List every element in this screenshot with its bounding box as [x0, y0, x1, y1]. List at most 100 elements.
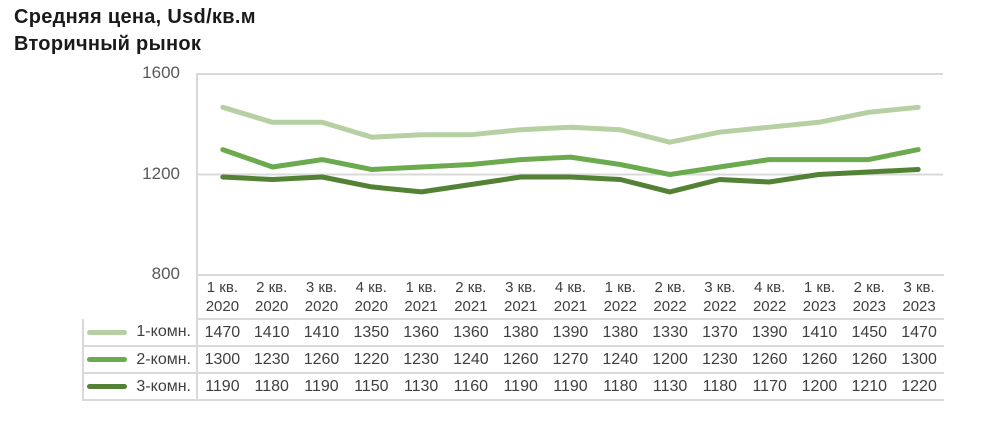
quarter-header-cell: 2 кв. 2020: [246, 274, 297, 320]
value-cell: 1230: [396, 346, 446, 374]
value-cell: 1190: [296, 373, 347, 401]
quarter-header-cell: 4 кв. 2021: [545, 274, 596, 320]
value-cell: 1180: [694, 373, 745, 401]
value-cell: 1300: [894, 346, 944, 374]
legend-label: 1-комн.: [136, 323, 191, 340]
quarter-header-cell: 4 кв. 2022: [744, 274, 795, 320]
quarter-label: 4 кв.: [754, 279, 786, 296]
quarter-label: 1 кв.: [405, 279, 437, 296]
plot-area: [196, 73, 943, 274]
legend-entry: 1-комн.: [85, 323, 196, 341]
legend-label: 2-комн.: [136, 350, 191, 368]
quarter-label: 2 кв.: [455, 279, 487, 296]
year-label: 2022: [603, 298, 637, 315]
year-label: 2021: [404, 298, 438, 315]
value-cell: 1230: [246, 346, 297, 374]
quarter-label: 4 кв.: [554, 279, 587, 296]
quarter-header-cell: 4 кв. 2020: [346, 274, 397, 320]
table-corner-cell: [83, 275, 197, 319]
value-cell: 1470: [196, 319, 247, 347]
year-label: 2023: [802, 298, 837, 315]
value-cell: 1360: [445, 319, 496, 347]
series-line-3: [220, 167, 921, 195]
quarter-label: 2 кв.: [256, 279, 288, 296]
value-cell: 1150: [346, 373, 397, 401]
value-cell: 1180: [595, 373, 646, 401]
value-cell: 1220: [894, 373, 944, 401]
value-cell: 1160: [445, 373, 496, 401]
quarter-label: 3 кв.: [305, 279, 338, 296]
value-cell: 1470: [894, 319, 944, 347]
legend-entry: 3-комн.: [85, 377, 196, 396]
quarter-header-cell: 3 кв. 2020: [296, 274, 347, 320]
legend-line-swatch: [87, 384, 127, 389]
value-cell: 1240: [445, 346, 496, 374]
chart-title-line1: Средняя цена, Usd/кв.м: [14, 6, 256, 28]
y-axis-tick-label: 1600: [142, 63, 180, 82]
quarter-label: 2 кв.: [654, 279, 686, 296]
value-cell: 1130: [645, 373, 695, 401]
quarter-label: 3 кв.: [903, 279, 935, 296]
legend-label: 3-комн.: [136, 377, 191, 395]
legend-line-swatch: [87, 329, 127, 335]
series-line-1: [220, 104, 921, 145]
value-cell: 1210: [844, 373, 895, 401]
series-table-row: 2-комн. 1300 1230 1260 1220 1230 1240 1260 1270 1…: [82, 346, 944, 374]
value-cell: 1260: [844, 346, 895, 374]
chart-title-line2: Вторичный рынок: [14, 33, 202, 55]
series-table-row: 3-комн. 1190 1180 1190 1150 1130 1160 1190 1190 1…: [82, 373, 944, 401]
value-cell: 1220: [346, 346, 397, 374]
quarter-header-cell: 3 кв. 2023: [894, 274, 944, 320]
series-table-row: 1-комн. 1470 1410 1410 1350 1360 1360 1380 1390 1…: [82, 319, 944, 347]
value-cell: 1370: [694, 319, 745, 347]
quarter-label: 3 кв.: [505, 279, 537, 296]
quarter-label: 1 кв.: [206, 279, 238, 296]
value-cell: 1300: [196, 346, 247, 374]
quarter-header-cell: 3 кв. 2021: [495, 274, 546, 320]
quarter-header-cell: 2 кв. 2023: [844, 274, 895, 320]
value-cell: 1260: [794, 346, 845, 374]
quarter-header-cell: 2 кв. 2021: [445, 274, 496, 320]
value-cell: 1170: [744, 373, 795, 401]
value-cell: 1360: [396, 319, 446, 347]
year-label: 2020: [205, 298, 240, 315]
year-label: 2022: [703, 298, 737, 315]
value-cell: 1330: [645, 319, 695, 347]
year-label: 2020: [255, 298, 289, 315]
value-cell: 1180: [246, 373, 297, 401]
y-axis: 1600 1200 800: [96, 0, 186, 426]
quarter-label: 1 кв.: [604, 279, 636, 296]
legend-entry: 2-комн.: [85, 350, 196, 369]
y-axis-tick-label: 1200: [142, 163, 180, 183]
quarter-label: 2 кв.: [853, 279, 885, 296]
legend-cell: 1-комн.: [82, 319, 197, 347]
value-cell: 1260: [296, 346, 347, 374]
quarter-header-cell: 1 кв. 2022: [595, 274, 646, 320]
year-label: 2022: [752, 298, 787, 315]
value-cell: 1190: [545, 373, 596, 401]
quarter-label: 1 кв.: [803, 279, 836, 296]
quarter-header-cell: 1 кв. 2023: [794, 274, 845, 320]
value-cell: 1260: [495, 346, 546, 374]
year-label: 2021: [553, 298, 588, 315]
quarter-header-cell: 3 кв. 2022: [694, 274, 745, 320]
legend-cell: 2-комн.: [82, 346, 197, 374]
line-series-svg: [198, 104, 943, 195]
year-label: 2023: [852, 298, 886, 315]
quarter-header-cell: 2 кв. 2022: [645, 274, 695, 320]
year-label: 2021: [503, 298, 538, 315]
value-cell: 1410: [296, 319, 347, 347]
y-axis-tick-label: 800: [151, 264, 180, 283]
quarter-header-cell: 1 кв. 2021: [396, 274, 446, 320]
value-cell: 1130: [396, 373, 446, 401]
year-label: 2023: [902, 298, 936, 315]
legend-cell: 3-комн.: [82, 373, 197, 401]
value-cell: 1190: [495, 373, 546, 401]
quarter-label: 4 кв.: [355, 279, 387, 296]
value-cell: 1390: [545, 319, 596, 347]
quarter-label: 3 кв.: [704, 279, 736, 296]
value-cell: 1270: [545, 346, 596, 374]
value-cell: 1380: [595, 319, 646, 347]
value-cell: 1390: [744, 319, 795, 347]
